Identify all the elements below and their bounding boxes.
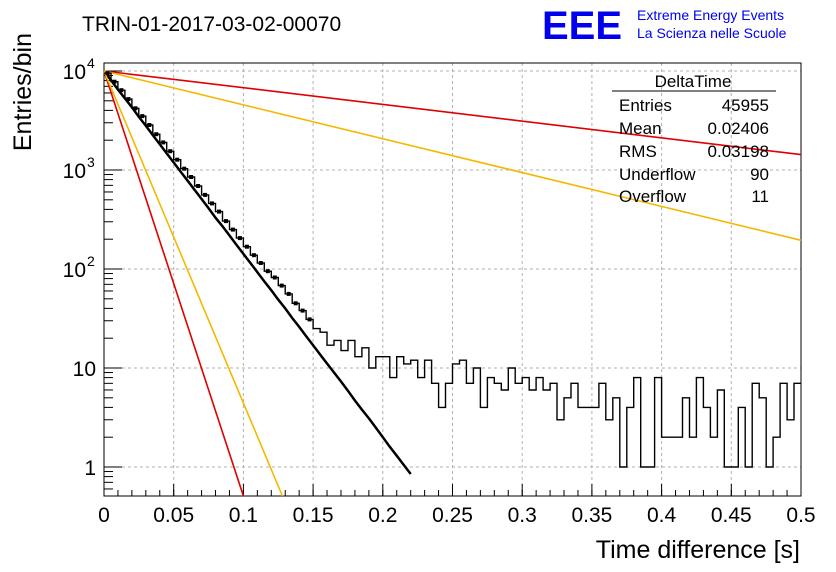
y-tick-label: 10 <box>63 259 86 282</box>
x-tick-label: 0.15 <box>293 504 334 527</box>
stats-value-entries: 45955 <box>722 96 769 115</box>
x-tick-label: 0.4 <box>647 504 677 527</box>
curve-3 <box>103 70 802 156</box>
x-tick-label: 0.35 <box>571 504 612 527</box>
stats-box: DeltaTime Entries 45955 Mean 0.02406 RMS… <box>612 72 776 206</box>
y-tick-label: 10 <box>63 160 86 183</box>
logo-line-1: Extreme Energy Events <box>637 7 784 23</box>
logo-line-2: La Scienza nelle Scuole <box>637 25 787 41</box>
stats-label-rms: RMS <box>619 142 657 161</box>
stats-label-underflow: Underflow <box>619 165 696 184</box>
stats-label-mean: Mean <box>619 119 662 138</box>
y-tick-exponent: 3 <box>87 154 95 170</box>
run-title: TRIN-01-2017-03-02-00070 <box>82 13 341 36</box>
curve-0 <box>103 70 412 475</box>
x-tick-label: 0.05 <box>153 504 194 527</box>
x-tick-labels: 0 0.05 0.1 0.15 0.2 0.25 0.3 0.35 0.4 0.45 0.5 <box>98 504 815 527</box>
y-axis-label: Entries/bin <box>9 33 37 151</box>
stats-value-overflow: 11 <box>751 187 769 206</box>
x-axis-label: Time difference [s] <box>596 536 800 564</box>
eee-logo: EEE <box>542 4 622 48</box>
x-tick-label: 0.1 <box>229 504 258 527</box>
x-tick-label: 0.45 <box>711 504 752 527</box>
stats-value-mean: 0.02406 <box>708 119 769 138</box>
y-tick-exponent: 2 <box>87 253 95 269</box>
y-tick-label: 1 <box>84 457 96 480</box>
y-tick-label: 10 <box>63 61 86 84</box>
histogram <box>104 71 801 468</box>
axis-ticks <box>103 70 802 496</box>
curve-2 <box>103 70 284 497</box>
stats-title: DeltaTime <box>655 72 732 91</box>
stats-label-entries: Entries <box>619 96 672 115</box>
x-tick-label: 0.3 <box>508 504 537 527</box>
stats-value-rms: 0.03198 <box>708 142 769 161</box>
curve-4 <box>103 70 802 242</box>
stats-value-underflow: 90 <box>750 165 769 184</box>
stats-label-overflow: Overflow <box>619 187 687 206</box>
y-tick-exponent: 4 <box>87 55 95 71</box>
y-tick-label: 10 <box>73 358 96 381</box>
series-layer <box>103 70 802 497</box>
x-tick-label: 0.5 <box>786 504 815 527</box>
x-tick-label: 0 <box>98 504 110 527</box>
x-tick-label: 0.2 <box>368 504 397 527</box>
curve-1 <box>103 70 245 497</box>
x-tick-label: 0.25 <box>432 504 473 527</box>
histogram-step <box>104 72 801 468</box>
